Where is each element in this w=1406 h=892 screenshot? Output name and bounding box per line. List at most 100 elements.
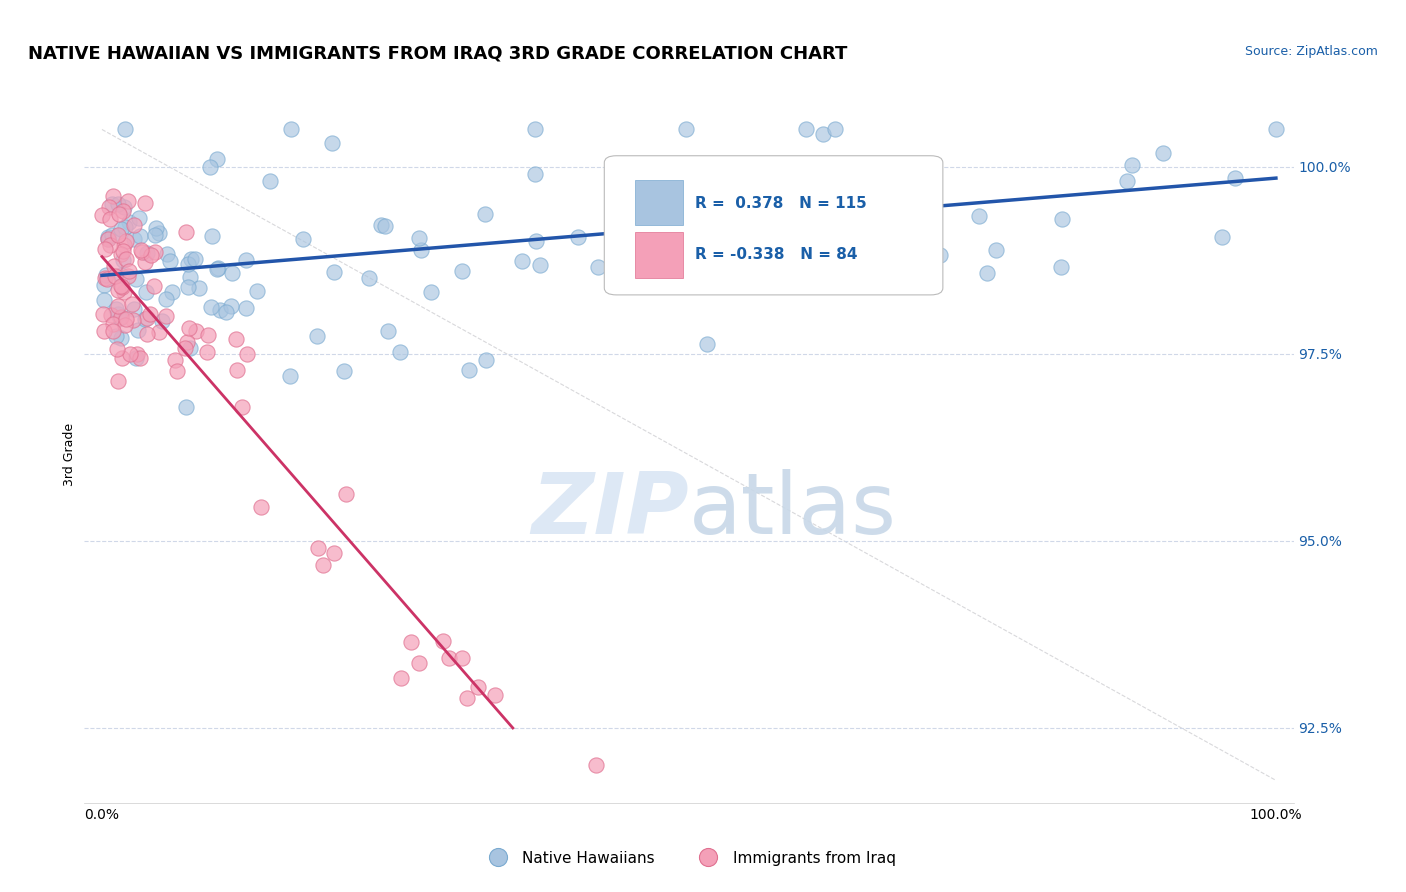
Point (609, 235, 631, 250)
Legend: Native Hawaiians, Immigrants from Iraq: Native Hawaiians, Immigrants from Iraq (477, 845, 901, 871)
Point (200, 229, 222, 244)
Point (112, 200, 135, 214)
Point (112, 203, 135, 218)
Point (359, 270, 381, 285)
Point (107, 374, 129, 388)
Point (451, 650, 474, 665)
Point (741, 227, 763, 241)
Point (101, 189, 124, 203)
Point (370, 219, 392, 233)
Point (148, 226, 170, 240)
Point (174, 400, 197, 414)
Point (125, 351, 148, 366)
Point (124, 302, 146, 317)
Point (280, 122, 302, 136)
Point (127, 346, 149, 360)
Point (93, 278, 115, 293)
Point (118, 264, 141, 278)
Point (105, 342, 128, 356)
Point (98, 211, 121, 226)
Point (437, 651, 460, 665)
Point (259, 174, 281, 188)
Point (207, 152, 229, 166)
Point (1116, 174, 1139, 188)
Point (129, 243, 152, 257)
Point (135, 245, 157, 260)
Point (93, 293, 115, 307)
Point (231, 400, 253, 414)
Point (118, 215, 141, 229)
Point (103, 324, 125, 338)
Point (112, 238, 135, 252)
Point (457, 363, 479, 377)
Point (114, 219, 136, 234)
Point (207, 261, 229, 276)
Point (163, 353, 186, 368)
Point (475, 353, 498, 368)
Point (110, 310, 132, 325)
Point (914, 227, 936, 242)
Point (388, 345, 411, 359)
Point (197, 328, 219, 343)
Point (135, 327, 157, 342)
Point (1121, 158, 1143, 172)
Point (143, 244, 166, 259)
Point (98, 200, 121, 214)
Point (184, 252, 207, 267)
Point (155, 309, 177, 323)
Point (207, 260, 229, 275)
Point (97, 231, 120, 245)
Point (114, 122, 136, 136)
Point (111, 351, 134, 365)
Point (176, 335, 198, 350)
Point (93, 324, 115, 338)
Point (110, 280, 132, 294)
Point (420, 285, 443, 300)
Point (138, 307, 160, 321)
Point (214, 305, 236, 319)
Point (160, 285, 183, 299)
Point (107, 228, 129, 243)
Point (96, 272, 118, 286)
Point (225, 332, 247, 346)
Point (145, 220, 167, 235)
Point (136, 310, 159, 325)
Point (474, 207, 496, 221)
Text: R =  0.378   N = 115: R = 0.378 N = 115 (695, 195, 866, 211)
Point (391, 671, 413, 685)
Point (195, 344, 218, 359)
Text: Source: ZipAtlas.com: Source: ZipAtlas.com (1244, 45, 1378, 58)
Point (221, 266, 243, 280)
Point (523, 167, 546, 181)
Point (824, 122, 846, 136)
Point (150, 314, 173, 328)
Point (97, 232, 120, 246)
Point (1211, 230, 1233, 244)
Point (208, 302, 231, 317)
Point (100, 308, 122, 322)
Point (731, 244, 754, 259)
Point (134, 312, 156, 326)
Point (456, 690, 478, 705)
Point (1264, 122, 1286, 136)
Y-axis label: 3rd Grade: 3rd Grade (63, 424, 76, 486)
Point (128, 211, 150, 225)
Point (125, 272, 148, 286)
Point (100, 228, 122, 243)
Point (110, 247, 132, 261)
Point (225, 363, 247, 377)
FancyBboxPatch shape (605, 156, 943, 295)
Point (124, 218, 146, 232)
Point (401, 634, 423, 648)
Point (104, 269, 127, 284)
Point (100, 238, 122, 252)
Point (91, 307, 114, 321)
Point (117, 268, 139, 283)
Point (107, 299, 129, 313)
Point (451, 263, 474, 277)
Point (186, 324, 208, 338)
Point (110, 279, 132, 293)
Point (409, 243, 432, 257)
Point (312, 558, 335, 572)
Point (796, 122, 818, 136)
